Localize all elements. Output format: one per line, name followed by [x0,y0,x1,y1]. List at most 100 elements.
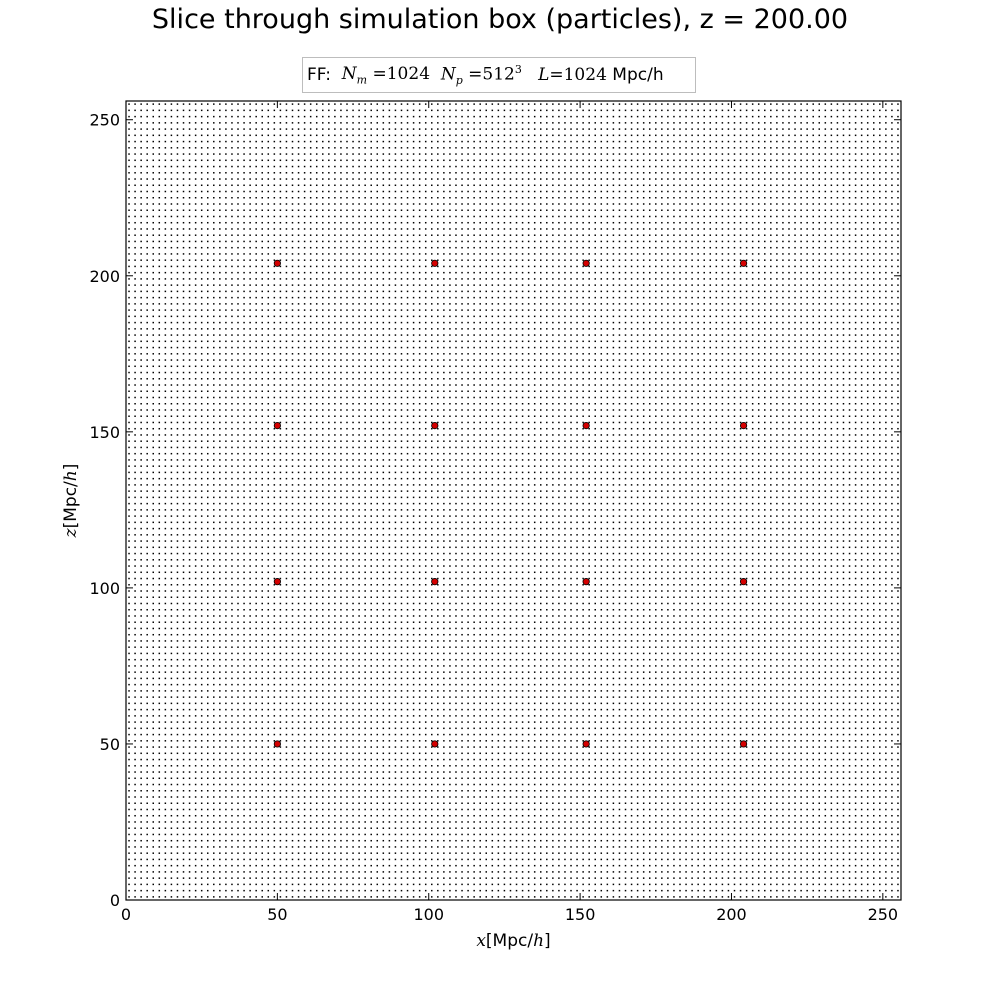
particle-point [152,896,154,898]
particle-point [328,777,330,780]
particle-point [340,671,342,673]
particle-point [176,184,179,187]
particle-point [334,153,336,155]
particle-point [358,571,360,574]
particle-point [261,584,263,586]
particle-point [328,814,330,817]
particle-point [334,627,336,630]
particle-point [261,159,263,162]
particle-point [315,434,318,436]
particle-point [285,827,288,829]
particle-point [176,509,179,511]
particle-point [225,627,227,630]
particle-point [297,540,300,542]
particle-point [303,109,306,112]
particle-point [303,733,306,736]
particle-point [164,315,167,318]
particle-point [140,303,142,305]
particle-point [291,315,294,318]
particle-point [291,140,294,143]
particle-point [303,296,306,299]
particle-point [200,702,203,705]
particle-point [303,496,306,499]
particle-point [352,284,354,286]
particle-point [219,115,221,118]
particle-point [243,459,245,461]
particle-point [219,871,221,873]
particle-point [291,534,294,536]
particle-point [188,633,191,636]
particle-point [285,846,288,848]
particle-point [352,515,354,517]
particle-point [176,452,179,455]
particle-point [328,652,330,655]
particle-point [315,197,318,199]
particle-point [200,596,203,598]
particle-point [164,877,167,879]
particle-point [261,290,263,293]
particle-point [219,359,221,361]
particle-point [261,827,263,829]
particle-point [237,559,239,561]
particle-point [194,284,197,286]
particle-point [152,565,154,567]
particle-point [164,409,167,411]
particle-point [164,396,167,399]
particle-point [231,421,233,424]
particle-point [164,378,167,380]
particle-point [297,509,300,511]
particle-point [237,221,239,224]
particle-point [322,615,324,617]
particle-point [188,846,191,848]
particle-point [231,134,233,137]
particle-point [297,677,300,680]
particle-point [346,321,348,324]
particle-point [182,184,185,187]
particle-point [328,721,330,723]
particle-point [194,265,197,268]
particle-point [358,615,360,617]
particle-point [352,452,354,455]
particle-point [237,303,239,305]
particle-point [188,821,191,823]
particle-point [279,484,282,486]
particle-point [303,540,306,542]
particle-point [279,677,282,680]
particle-point [176,115,179,118]
particle-point [128,259,130,261]
particle-point [279,802,282,804]
particle-point [219,396,221,399]
particle-point [188,521,191,524]
particle-point [164,708,167,711]
particle-point [146,103,148,105]
particle-point [152,502,154,505]
particle-point [255,615,257,617]
particle-point [267,702,270,705]
particle-point [225,471,227,474]
particle-point [152,708,154,711]
particle-point [273,727,276,730]
particle-point [194,309,197,311]
particle-point [206,671,209,673]
particle-point [261,777,263,780]
particle-point [328,434,330,436]
particle-point [219,384,221,386]
particle-point [358,559,360,561]
particle-point [152,521,154,524]
particle-point [328,471,330,474]
particle-point [303,378,306,380]
particle-point [219,184,221,187]
particle-point [322,140,324,143]
particle-point [188,871,191,873]
particle-point [273,246,276,249]
particle-point [309,777,312,780]
particle-point [188,197,191,199]
particle-point [176,477,179,480]
particle-point [352,690,354,692]
particle-point [255,765,257,767]
particle-point [322,683,324,686]
particle-point [225,758,227,761]
particle-point [315,178,318,180]
particle-point [243,608,245,611]
particle-point [128,721,130,723]
